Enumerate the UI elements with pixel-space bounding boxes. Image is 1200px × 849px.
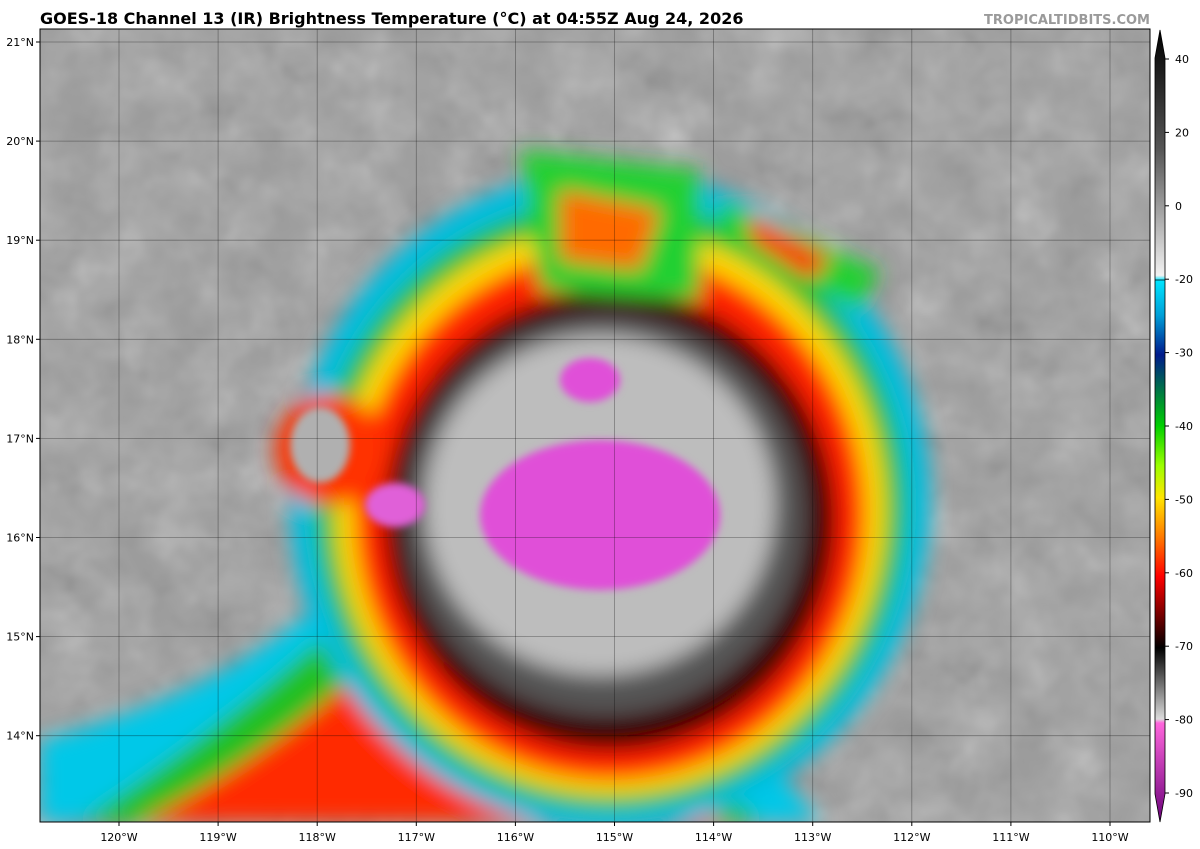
lon-label: 113°W bbox=[794, 831, 831, 844]
lat-label: 14°N bbox=[6, 730, 34, 743]
lon-label: 117°W bbox=[398, 831, 435, 844]
satellite-image bbox=[40, 29, 1150, 822]
colorbar-tick-label: -70 bbox=[1175, 640, 1193, 653]
colorbar-tick-label: -50 bbox=[1175, 493, 1193, 506]
lon-label: 119°W bbox=[199, 831, 236, 844]
colorbar-tick-label: 40 bbox=[1175, 53, 1189, 66]
lat-label: 18°N bbox=[6, 333, 34, 346]
colorbar-tick-label: -30 bbox=[1175, 347, 1193, 360]
colorbar-tick-label: 20 bbox=[1175, 126, 1189, 139]
title: GOES-18 Channel 13 (IR) Brightness Tempe… bbox=[40, 9, 743, 28]
lon-label: 110°W bbox=[1091, 831, 1128, 844]
colorbar bbox=[1154, 29, 1166, 823]
lon-label: 114°W bbox=[695, 831, 732, 844]
colorbar-ticks: 40 20 0 -20 -30 -40 -50 -60 -70 -80 -90 bbox=[1165, 53, 1193, 800]
lon-label: 120°W bbox=[100, 831, 137, 844]
lon-label: 116°W bbox=[497, 831, 534, 844]
lon-label: 118°W bbox=[299, 831, 336, 844]
colorbar-tick-label: -40 bbox=[1175, 420, 1193, 433]
lat-label: 21°N bbox=[6, 36, 34, 49]
map-frame bbox=[39, 28, 1151, 823]
graticule: 21°N 20°N 19°N 18°N 17°N 16°N 15°N 14°N 120°W 119… bbox=[6, 29, 1150, 844]
colorbar-tick-label: 0 bbox=[1175, 200, 1182, 213]
lon-label: 111°W bbox=[992, 831, 1029, 844]
colorbar-tick-label: -90 bbox=[1175, 787, 1193, 800]
lon-label: 112°W bbox=[893, 831, 930, 844]
lat-label: 16°N bbox=[6, 532, 34, 545]
lat-label: 20°N bbox=[6, 135, 34, 148]
colorbar-tick-label: -60 bbox=[1175, 567, 1193, 580]
lon-label: 115°W bbox=[596, 831, 633, 844]
credit: TROPICALTIDBITS.COM bbox=[984, 13, 1150, 28]
lat-label: 19°N bbox=[6, 234, 34, 247]
colorbar-tick-label: -20 bbox=[1175, 273, 1193, 286]
colorbar-tick-label: -80 bbox=[1175, 714, 1193, 727]
lat-label: 17°N bbox=[6, 432, 34, 445]
lat-label: 15°N bbox=[6, 631, 34, 644]
